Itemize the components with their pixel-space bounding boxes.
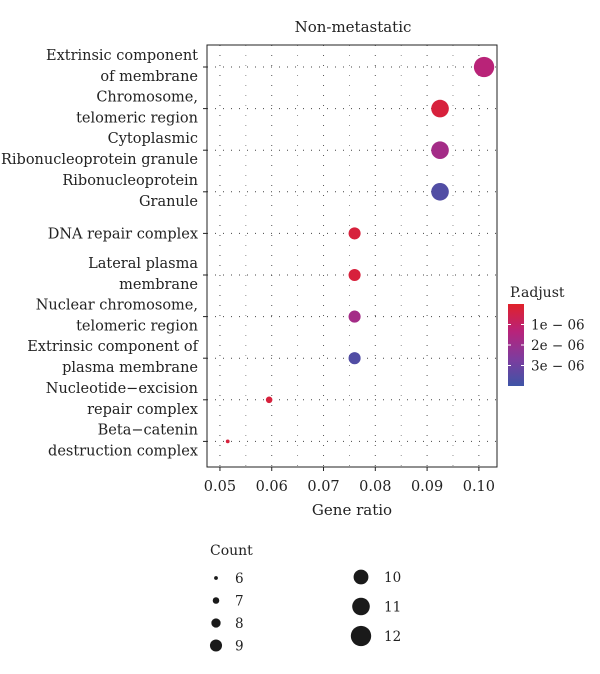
data-point bbox=[431, 141, 449, 159]
size-legend-dot bbox=[353, 569, 369, 585]
y-tick-label: DNA repair complex bbox=[48, 226, 198, 242]
size-legend-dot bbox=[211, 618, 221, 628]
data-point bbox=[265, 396, 273, 404]
size-legend-title: Count bbox=[210, 543, 253, 559]
size-legend-dot bbox=[350, 625, 372, 647]
x-tick-label: 0.06 bbox=[256, 479, 288, 495]
x-tick-label: 0.08 bbox=[359, 479, 391, 495]
y-tick-label: Extrinsic component bbox=[46, 48, 198, 64]
data-point bbox=[431, 99, 449, 118]
x-tick-label: 0.07 bbox=[307, 479, 339, 495]
y-tick-label: repair complex bbox=[87, 402, 198, 418]
y-tick-label: telomeric region bbox=[76, 319, 198, 335]
data-point bbox=[431, 183, 449, 201]
y-tick-label: Ribonucleoprotein granule bbox=[1, 152, 198, 168]
y-tick-label: Nuclear chromosome, bbox=[36, 298, 198, 314]
y-tick-label: plasma membrane bbox=[62, 360, 198, 376]
size-legend-label: 6 bbox=[235, 571, 244, 587]
y-tick-label: membrane bbox=[119, 277, 198, 293]
chart-title: Non-metastatic bbox=[295, 18, 412, 36]
y-tick-label: Extrinsic component of bbox=[27, 339, 199, 355]
data-point bbox=[473, 56, 495, 78]
size-legend-label: 9 bbox=[235, 639, 244, 655]
y-tick-label: destruction complex bbox=[48, 443, 198, 459]
color-legend-label: 1e − 06 bbox=[531, 318, 585, 334]
data-point bbox=[348, 227, 361, 240]
y-axis-labels: Extrinsic component of membrane Chromosome… bbox=[1, 48, 207, 459]
data-points bbox=[225, 56, 495, 444]
x-axis-ticks: 0.05 0.06 0.07 0.08 0.09 0.10 bbox=[204, 467, 495, 495]
color-legend-label: 3e − 06 bbox=[531, 359, 585, 375]
size-legend-label: 11 bbox=[384, 600, 401, 616]
color-legend: P.adjust 1e − 06 2e − 06 3e − 06 bbox=[508, 285, 585, 386]
size-legend-dot bbox=[212, 597, 220, 604]
y-tick-label: Chromosome, bbox=[96, 90, 198, 106]
x-tick-label: 0.10 bbox=[463, 479, 495, 495]
y-tick-label: Nucleotide−excision bbox=[46, 381, 198, 397]
grid-layer bbox=[207, 45, 497, 467]
y-tick-label: Beta−catenin bbox=[98, 422, 198, 438]
size-legend-label: 10 bbox=[384, 570, 401, 586]
size-legend: Count 6 7 8 9 10 11 12 bbox=[209, 543, 401, 655]
size-legend-label: 7 bbox=[235, 594, 244, 610]
y-tick-label: Cytoplasmic bbox=[108, 131, 198, 147]
x-axis-title: Gene ratio bbox=[312, 501, 392, 519]
size-legend-label: 8 bbox=[235, 616, 244, 632]
data-point bbox=[348, 268, 361, 282]
color-legend-title: P.adjust bbox=[510, 285, 565, 301]
x-tick-label: 0.09 bbox=[411, 479, 443, 495]
y-tick-label: Lateral plasma bbox=[88, 256, 198, 272]
color-legend-label: 2e − 06 bbox=[531, 338, 585, 354]
size-legend-dot bbox=[214, 576, 218, 580]
data-point bbox=[225, 439, 230, 444]
size-legend-dot bbox=[209, 639, 223, 652]
x-tick-label: 0.05 bbox=[204, 479, 236, 495]
plot-panel bbox=[206, 44, 498, 468]
data-point bbox=[348, 352, 361, 365]
y-tick-label: Ribonucleoprotein bbox=[62, 173, 198, 189]
data-point bbox=[348, 310, 361, 323]
y-tick-label: of membrane bbox=[100, 69, 198, 85]
color-legend-bar bbox=[508, 304, 524, 386]
y-tick-label: Granule bbox=[139, 194, 198, 210]
y-tick-label: telomeric region bbox=[76, 111, 198, 127]
size-legend-label: 12 bbox=[384, 629, 401, 645]
size-legend-dot bbox=[352, 597, 370, 616]
